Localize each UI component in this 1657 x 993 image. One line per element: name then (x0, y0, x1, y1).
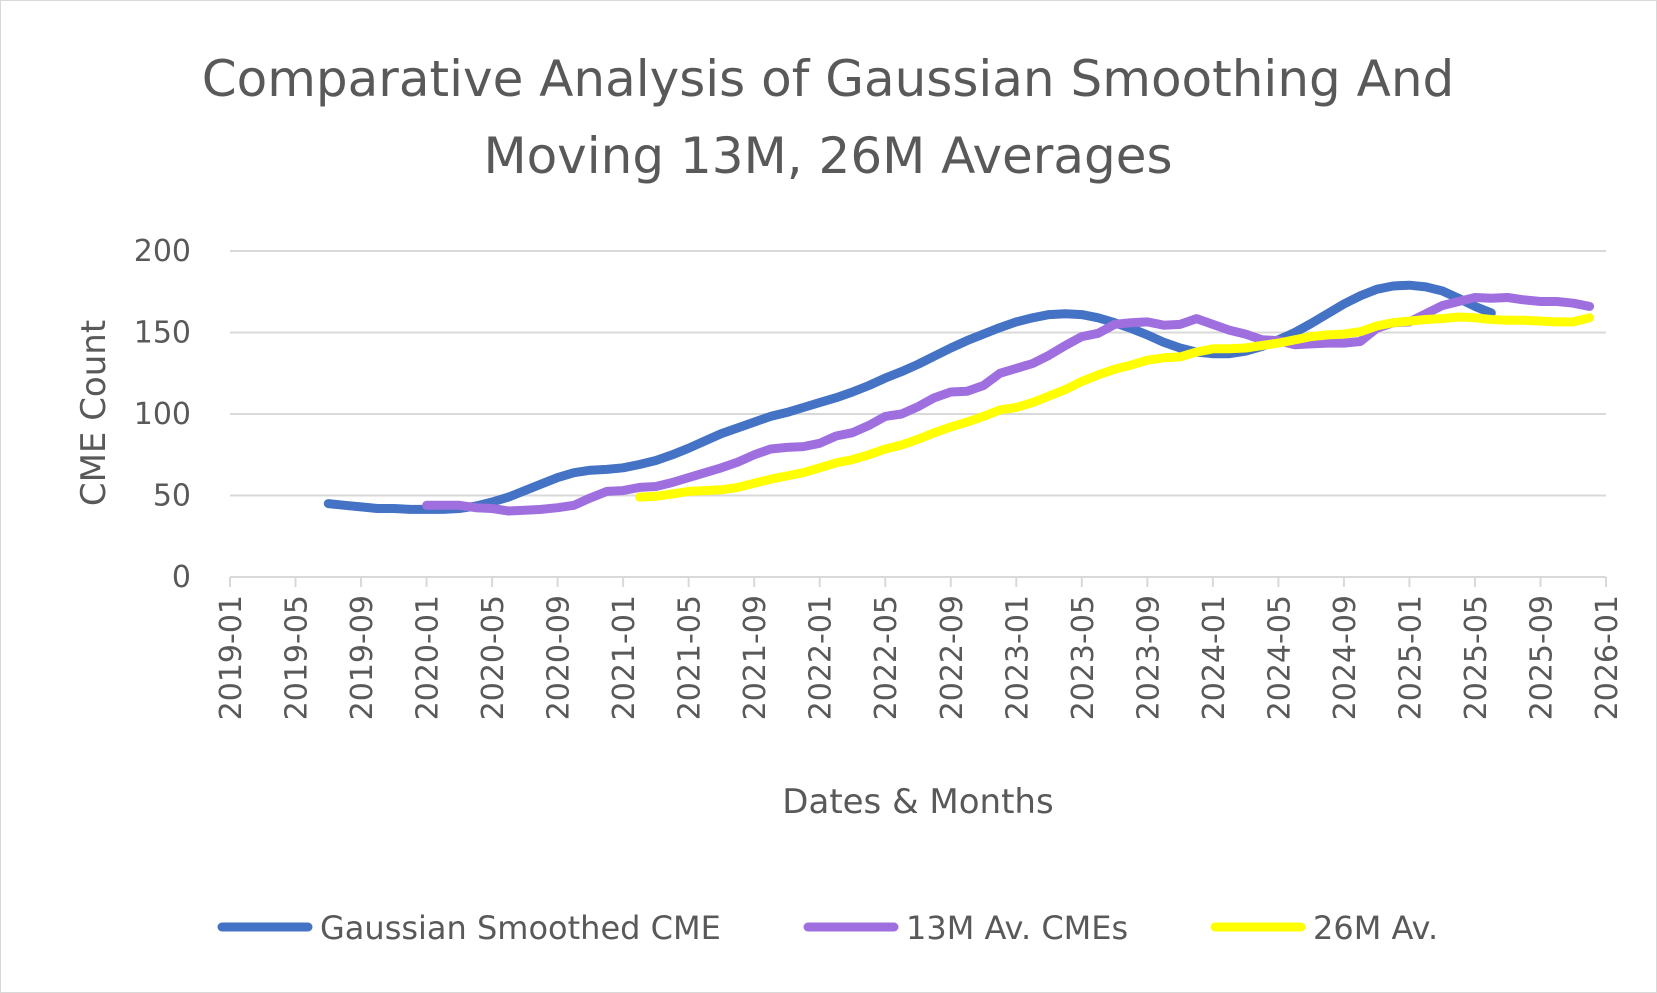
x-tick-label: 2020-05 (476, 595, 511, 720)
x-tick-label: 2023-01 (1000, 595, 1035, 720)
y-tick-label: 100 (134, 397, 191, 432)
legend: Gaussian Smoothed CME 13M Av. CMEs 26M Av. (217, 909, 1438, 947)
x-tick-label: 2021-05 (673, 595, 708, 720)
y-axis-title: CME Count (74, 320, 114, 506)
x-tick-label: 2022-09 (935, 595, 970, 720)
x-tick-label: 2021-09 (738, 595, 773, 720)
gridlines (230, 250, 1606, 578)
chart-title-line-1: Comparative Analysis of Gaussian Smoothi… (202, 50, 1455, 108)
x-tick-label: 2023-05 (1066, 595, 1101, 720)
y-tick-label: 200 (134, 234, 191, 269)
y-axis-ticks: 0 50 100 150 200 (134, 234, 191, 595)
x-axis-ticks: 2019-01 2019-05 2019-09 2020-01 2020-05 2020-… (214, 577, 1625, 720)
x-tick-label: 2023-09 (1131, 595, 1166, 720)
x-tick-label: 2020-09 (542, 595, 577, 720)
y-tick-label: 150 (134, 316, 191, 351)
series-line-3 (635, 312, 1595, 502)
y-tick-label: 0 (172, 560, 191, 595)
x-tick-label: 2025-05 (1459, 595, 1494, 720)
x-tick-label: 2020-01 (411, 595, 446, 720)
x-tick-label: 2021-01 (607, 595, 642, 720)
legend-label-1: Gaussian Smoothed CME (320, 909, 721, 947)
x-tick-label: 2022-05 (869, 595, 904, 720)
x-tick-label: 2019-05 (280, 595, 315, 720)
x-tick-label: 2024-09 (1328, 595, 1363, 720)
x-tick-label: 2026-01 (1590, 595, 1625, 720)
legend-label-3: 26M Av. (1313, 909, 1438, 947)
x-tick-label: 2024-05 (1262, 595, 1297, 720)
x-tick-label: 2025-01 (1393, 595, 1428, 720)
y-tick-label: 50 (153, 479, 191, 514)
x-tick-label: 2024-01 (1197, 595, 1232, 720)
plot-area (323, 280, 1595, 516)
legend-label-2: 13M Av. CMEs (906, 909, 1128, 947)
chart-title-line-2: Moving 13M, 26M Averages (483, 127, 1172, 185)
series-line-1 (323, 280, 1496, 514)
x-tick-label: 2019-09 (345, 595, 380, 720)
x-axis-title: Dates & Months (782, 782, 1053, 822)
x-tick-label: 2025-09 (1524, 595, 1559, 720)
x-tick-label: 2019-01 (214, 595, 249, 720)
x-tick-label: 2022-01 (804, 595, 839, 720)
